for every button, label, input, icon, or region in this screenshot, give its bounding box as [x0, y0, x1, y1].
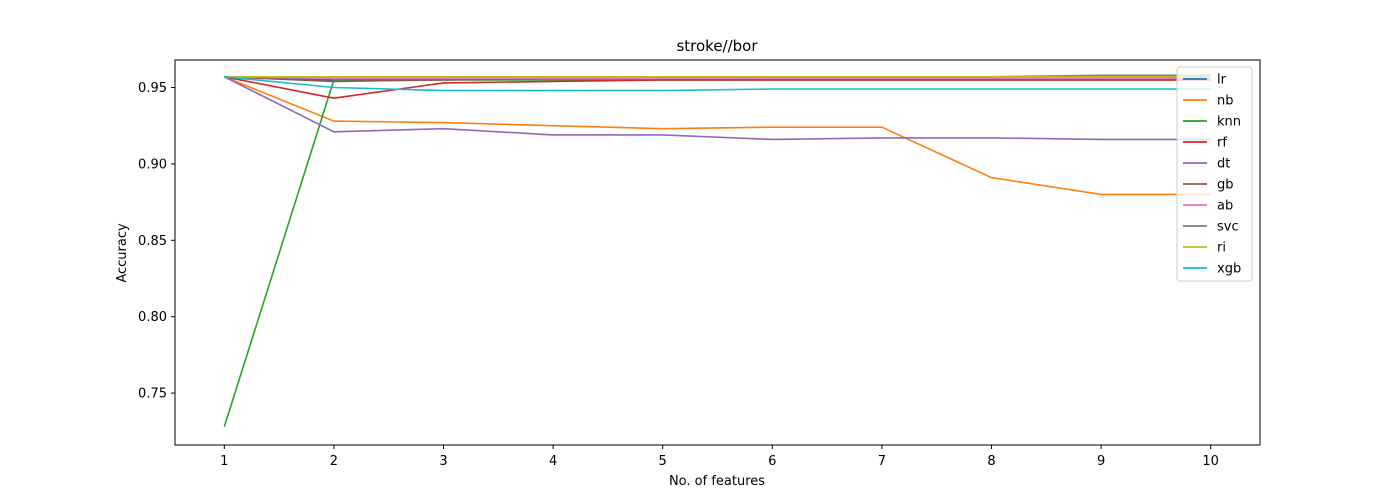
x-tick-label: 9: [1097, 454, 1105, 469]
series-line-nb: [224, 76, 1211, 196]
y-tick-label: 0.95: [138, 81, 167, 96]
x-axis-label: No. of features: [669, 474, 765, 489]
legend-label-lr: lr: [1217, 73, 1227, 88]
legend-label-knn: knn: [1217, 115, 1241, 130]
chart-title: stroke//bor: [676, 37, 758, 55]
y-tick-label: 0.90: [138, 157, 167, 172]
legend-label-dt: dt: [1217, 157, 1230, 172]
x-tick-label: 3: [439, 454, 447, 469]
x-tick-label: 10: [1202, 454, 1219, 469]
legend-label-xgb: xgb: [1217, 262, 1241, 277]
y-axis-label: Accuracy: [115, 223, 130, 283]
series-line-ab: [224, 76, 1211, 80]
legend-label-nb: nb: [1217, 94, 1234, 109]
x-tick-label: 2: [330, 454, 338, 469]
x-tick-label: 6: [768, 454, 776, 469]
y-tick-label: 0.80: [138, 310, 167, 325]
series-line-rf: [224, 76, 1211, 99]
x-tick-label: 5: [659, 454, 667, 469]
series-line-dt: [223, 76, 1211, 141]
y-tick-label: 0.85: [138, 234, 167, 249]
plot-area-frame: [174, 59, 1261, 446]
legend-label-ri: ri: [1217, 241, 1226, 256]
y-axis: 0.75 0.80 0.85 0.90 0.95: [138, 81, 175, 402]
legend-label-gb: gb: [1217, 178, 1234, 193]
legend-label-ab: ab: [1217, 199, 1233, 214]
x-tick-label: 7: [878, 454, 886, 469]
legend-label-svc: svc: [1217, 220, 1239, 235]
series-line-xgb: [224, 76, 1211, 92]
y-tick-label: 0.75: [138, 387, 167, 402]
legend-label-rf: rf: [1217, 136, 1227, 151]
series-layer: [223, 74, 1211, 427]
x-tick-label: 1: [220, 454, 228, 469]
x-tick-label: 8: [987, 454, 995, 469]
legend: lr nb knn rf dt gb ab svc ri xgb: [1176, 66, 1253, 282]
series-line-knn: [223, 79, 1211, 427]
x-axis: 1 2 3 4 5 6 7 8 9 10: [220, 445, 1219, 469]
x-tick-label: 4: [549, 454, 557, 469]
